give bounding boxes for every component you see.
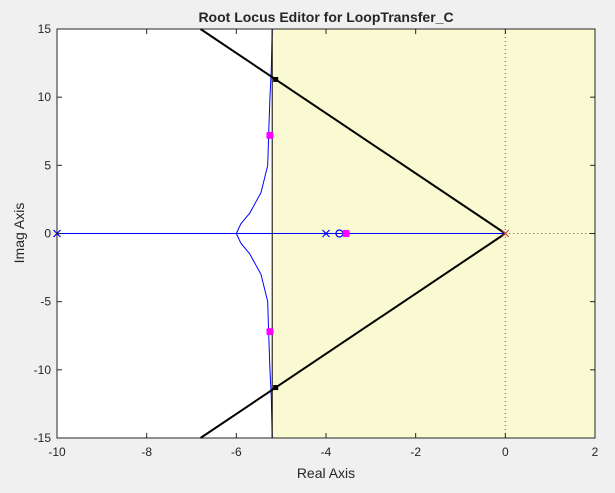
plot-title: Root Locus Editor for LoopTransfer_C — [198, 9, 453, 25]
x-tick-label: -6 — [231, 445, 242, 459]
constraint-point-marker — [273, 385, 279, 391]
constraint-point-marker — [273, 76, 279, 82]
y-tick-label: -10 — [34, 363, 52, 377]
open-loop-pole-marker — [322, 229, 330, 238]
x-tick-label: 2 — [592, 445, 599, 459]
closed-loop-pole-marker — [342, 230, 350, 237]
locus-branch-upper — [235, 28, 273, 234]
locus-layer — [57, 28, 595, 439]
locus-branch-lower — [235, 233, 273, 439]
y-tick-label: -5 — [40, 295, 51, 309]
x-tick-label: -4 — [321, 445, 332, 459]
pole-x-stroke — [501, 229, 510, 238]
y-tick-label: 5 — [44, 158, 51, 172]
y-tick-label: -15 — [34, 431, 52, 445]
pole-x-stroke — [322, 229, 330, 238]
damping-line-lower — [199, 232, 506, 439]
x-tick-label: -2 — [410, 445, 421, 459]
y-tick-label: 0 — [44, 227, 51, 241]
x-tick-label: -8 — [141, 445, 152, 459]
x-axis-label: Real Axis — [297, 465, 355, 481]
open-loop-pole-marker — [501, 229, 510, 238]
y-axis-label: Imag Axis — [11, 203, 27, 264]
x-tick-label: 0 — [502, 445, 509, 459]
closed-loop-pole-marker — [266, 328, 274, 336]
closed-loop-pole-marker — [266, 131, 274, 139]
y-tick-label: 15 — [38, 22, 52, 36]
x-tick-label: -10 — [48, 445, 66, 459]
y-tick-label: 10 — [38, 90, 52, 104]
damping-line-upper — [199, 28, 506, 235]
